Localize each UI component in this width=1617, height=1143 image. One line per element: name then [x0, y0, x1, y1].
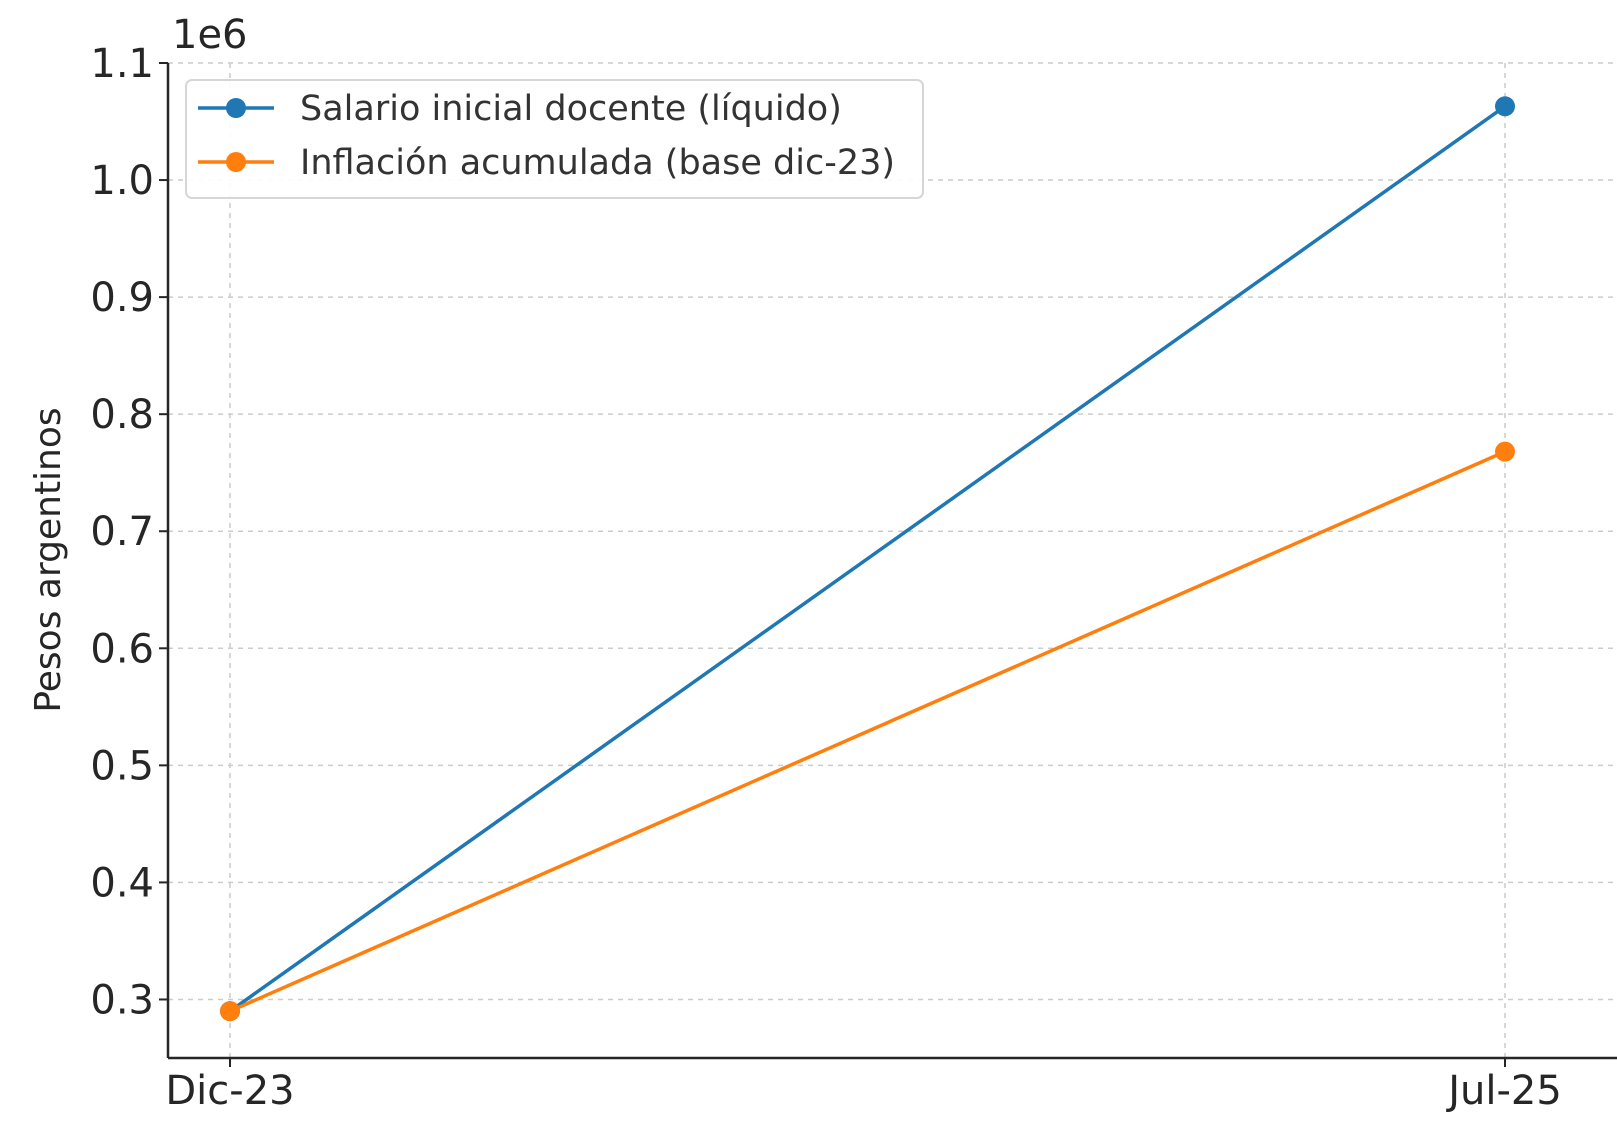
series-line	[228, 104, 1507, 1013]
legend-box	[185, 79, 924, 199]
y-tick-label: 0.9	[90, 275, 154, 321]
y-axis-label: Pesos argentinos	[28, 407, 69, 712]
y-tick-label: 0.6	[90, 626, 154, 672]
y-tick-label: 0.3	[90, 977, 154, 1023]
data-point	[1495, 441, 1515, 462]
x-tick-label: Jul-25	[1445, 1068, 1562, 1114]
legend: Salario inicial docente (líquido) Inflaci…	[185, 79, 924, 199]
legend-entry: Inflación acumulada (base dic-23)	[300, 143, 895, 183]
axes	[166, 63, 1617, 1060]
series-2	[220, 441, 1515, 1022]
data-point	[1495, 96, 1515, 117]
y-tick-label: 0.8	[90, 392, 154, 438]
legend-marker	[226, 98, 246, 118]
y-tick-label: 0.7	[90, 509, 154, 555]
series-line	[229, 450, 1506, 1013]
ticks: 0.3 0.4 0.5 0.6 0.7 0.8 0.9 1.0 1.1 Dic-23 Jul-25	[90, 41, 1561, 1114]
grid	[168, 62, 1617, 1058]
legend-marker	[226, 152, 246, 172]
y-tick-label: 1.0	[90, 158, 154, 204]
x-tick-label: Dic-23	[165, 1068, 294, 1114]
data-point	[220, 1001, 240, 1022]
series-group	[220, 96, 1515, 1022]
y-tick-label: 0.5	[90, 743, 154, 789]
y-tick-label: 1.1	[90, 41, 154, 87]
y-scale-label: 1e6	[172, 12, 248, 58]
legend-entry: Salario inicial docente (líquido)	[300, 89, 842, 129]
y-tick-label: 0.4	[90, 860, 154, 906]
